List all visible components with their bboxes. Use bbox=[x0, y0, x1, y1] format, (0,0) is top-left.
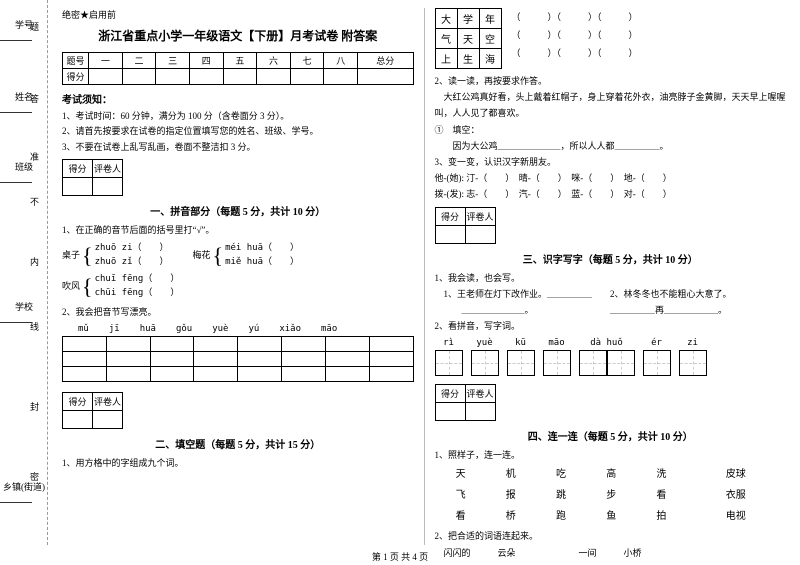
secret-label: 绝密★启用前 bbox=[62, 8, 414, 21]
notice-3: 3、不要在试卷上乱写乱画，卷面不整洁扣 3 分。 bbox=[62, 140, 414, 155]
section-3-title: 三、识字写字（每题 5 分，共计 10 分） bbox=[435, 251, 787, 266]
mini-score-3: 得分评卷人 bbox=[435, 207, 496, 244]
notice-heading: 考试须知： bbox=[62, 91, 414, 106]
binding-spine: 学号 题 姓名 答 班级 准 不 内 学校 线 封 密 乡镇(街道) bbox=[0, 0, 48, 545]
score-table: 题号一二三四五六七八总分 得分 bbox=[62, 52, 414, 85]
section-2-title: 二、填空题（每题 5 分，共计 15 分） bbox=[62, 436, 414, 451]
spine-label-class: 班级 bbox=[0, 160, 48, 173]
mini-score-4: 得分评卷人 bbox=[435, 384, 496, 421]
q-read: 2、读一读，再按要求作答。 bbox=[435, 73, 787, 89]
spine-label-id: 学号 bbox=[0, 18, 48, 31]
hanzi-grid: 大学年 气天空 上生海 bbox=[435, 8, 502, 69]
pinyin-write-table bbox=[62, 336, 414, 382]
match-table: 天机吃高洗皮球 飞报跳步看衣服 看桥跑鱼拍电视 bbox=[435, 463, 787, 528]
passage: 大红公鸡真好看，头上戴着红帽子，身上穿着花外衣，油亮脖子金黄脚，天天早上喔喔叫，… bbox=[435, 89, 787, 121]
spine-label-town: 乡镇(街道) bbox=[0, 480, 48, 493]
q2-1: 1、用方格中的字组成九个词。 bbox=[62, 455, 414, 471]
mini-score-1: 得分评卷人 bbox=[62, 159, 123, 196]
notice-1: 1、考试时间：60 分钟，满分为 100 分（含卷面分 3 分）。 bbox=[62, 109, 414, 124]
section-1-title: 一、拼音部分（每题 5 分，共计 10 分） bbox=[62, 203, 414, 218]
section-4-title: 四、连一连（每题 5 分，共计 10 分） bbox=[435, 428, 787, 443]
page-footer: 第 1 页 共 4 页 bbox=[0, 550, 800, 563]
char-write-boxes: rì yuè kū māo dà huǒ ér zi bbox=[435, 338, 787, 376]
notice-2: 2、请首先按要求在试卷的指定位置填写您的姓名、班级、学号。 bbox=[62, 124, 414, 139]
q1-2: 2、我会把音节写漂亮。 bbox=[62, 304, 414, 320]
column-divider bbox=[424, 8, 425, 545]
right-column: 大学年 气天空 上生海 （ ）（ ）（ ） （ ）（ ）（ ） （ ）（ ）（ … bbox=[427, 8, 795, 545]
pinyin-row: mǔjīhuāgǒuyuèyúxiǎomāo bbox=[62, 324, 414, 334]
left-column: 绝密★启用前 浙江省重点小学一年级语文【下册】月考试卷 附答案 题号一二三四五六… bbox=[54, 8, 422, 545]
mini-score-2: 得分评卷人 bbox=[62, 392, 123, 429]
spine-label-school: 学校 bbox=[0, 300, 48, 313]
q1-1: 1、在正确的音节后面的括号里打“√”。 bbox=[62, 222, 414, 238]
exam-title: 浙江省重点小学一年级语文【下册】月考试卷 附答案 bbox=[62, 27, 414, 44]
spine-label-name: 姓名 bbox=[0, 90, 48, 103]
q-bian: 3、变一变，认识汉字新朋友。 bbox=[435, 154, 787, 170]
